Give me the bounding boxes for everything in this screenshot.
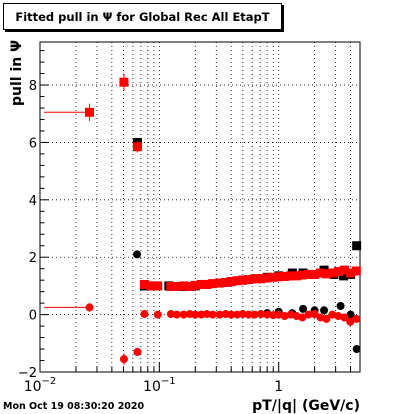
circle-marker xyxy=(133,347,142,356)
x-axis-label: pT/|q| (GeV/c) xyxy=(252,398,360,414)
square-marker xyxy=(196,279,206,289)
circle-marker xyxy=(179,310,188,319)
circle-marker xyxy=(346,310,355,319)
circle-marker xyxy=(215,310,224,319)
square-marker xyxy=(185,281,195,291)
square-marker xyxy=(256,274,266,284)
y-tick-label: −2 xyxy=(18,366,37,381)
square-marker xyxy=(146,281,156,291)
square-marker xyxy=(280,271,290,281)
square-marker xyxy=(221,277,231,287)
y-tick-label: 6 xyxy=(29,136,37,151)
y-tick-label: 4 xyxy=(29,194,37,209)
timestamp: Mon Oct 19 08:30:20 2020 xyxy=(3,401,145,412)
square-marker xyxy=(202,279,212,289)
square-marker xyxy=(315,268,325,278)
circle-marker xyxy=(227,310,236,319)
circle-marker xyxy=(340,313,349,322)
y-axis-label: pull in Ψ xyxy=(9,40,25,106)
circle-marker xyxy=(208,310,217,319)
square-marker xyxy=(244,275,254,285)
circle-marker xyxy=(352,314,361,323)
square-marker xyxy=(286,271,296,281)
plot-frame xyxy=(39,41,361,373)
square-marker xyxy=(179,281,189,291)
circle-marker xyxy=(166,310,175,319)
circle-marker xyxy=(310,310,319,319)
square-marker xyxy=(139,279,149,289)
y-tick-label: 8 xyxy=(29,79,37,94)
square-marker xyxy=(333,267,343,277)
circle-marker xyxy=(334,312,343,321)
square-marker xyxy=(215,278,225,288)
circle-marker xyxy=(133,250,142,259)
square-marker xyxy=(310,269,320,279)
square-marker xyxy=(297,270,307,280)
square-marker xyxy=(166,281,176,291)
circle-marker xyxy=(263,310,272,319)
square-marker xyxy=(304,269,314,279)
square-marker xyxy=(119,77,129,87)
circle-marker xyxy=(320,306,329,315)
circle-marker xyxy=(256,310,265,319)
circle-marker xyxy=(346,317,355,326)
square-marker xyxy=(345,268,355,278)
circle-marker xyxy=(244,310,253,319)
x-tick-label: 10−2 xyxy=(24,376,57,395)
y-tick-label: 2 xyxy=(29,251,37,266)
square-marker xyxy=(190,280,200,290)
square-marker xyxy=(352,241,362,251)
x-tick-label: 1 xyxy=(274,379,283,395)
circle-marker xyxy=(336,302,345,310)
chart-title-box: Fitted pull in Ψ for Global Rec All Etap… xyxy=(3,3,282,30)
square-marker xyxy=(226,277,236,287)
data-marks xyxy=(43,73,362,365)
circle-marker xyxy=(238,310,247,319)
circle-marker xyxy=(299,304,308,313)
square-marker xyxy=(85,107,95,117)
circle-marker xyxy=(172,310,181,319)
square-marker xyxy=(262,273,272,283)
square-marker xyxy=(351,266,361,276)
y-tick-label: 0 xyxy=(29,309,37,324)
square-marker xyxy=(321,269,331,279)
square-marker xyxy=(268,272,278,282)
square-marker xyxy=(238,275,248,285)
circle-marker xyxy=(280,312,289,321)
square-marker xyxy=(339,271,349,281)
circle-marker xyxy=(119,355,128,364)
square-marker xyxy=(132,142,142,152)
square-marker xyxy=(292,271,302,281)
circle-marker xyxy=(153,310,162,319)
circle-marker xyxy=(298,313,307,322)
circle-marker xyxy=(191,310,200,319)
square-marker xyxy=(274,272,284,282)
square-marker xyxy=(172,281,182,291)
grid xyxy=(39,42,360,373)
x-tick-label: 10−1 xyxy=(143,376,176,395)
circle-marker xyxy=(352,345,361,354)
circle-marker xyxy=(140,310,149,319)
square-marker xyxy=(232,276,242,286)
square-marker xyxy=(339,265,349,275)
chart-title: Fitted pull in Ψ for Global Rec All Etap… xyxy=(15,10,270,24)
axes: −2 0 2 4 6 8 10−2 10−1 1 xyxy=(18,41,361,395)
circle-marker xyxy=(304,310,313,319)
square-marker xyxy=(208,279,218,289)
square-marker xyxy=(327,268,337,278)
circle-marker xyxy=(250,310,259,319)
circle-marker xyxy=(322,314,331,323)
square-marker xyxy=(153,281,163,291)
square-marker xyxy=(250,274,260,284)
circle-marker xyxy=(202,310,211,319)
circle-marker xyxy=(85,303,94,312)
